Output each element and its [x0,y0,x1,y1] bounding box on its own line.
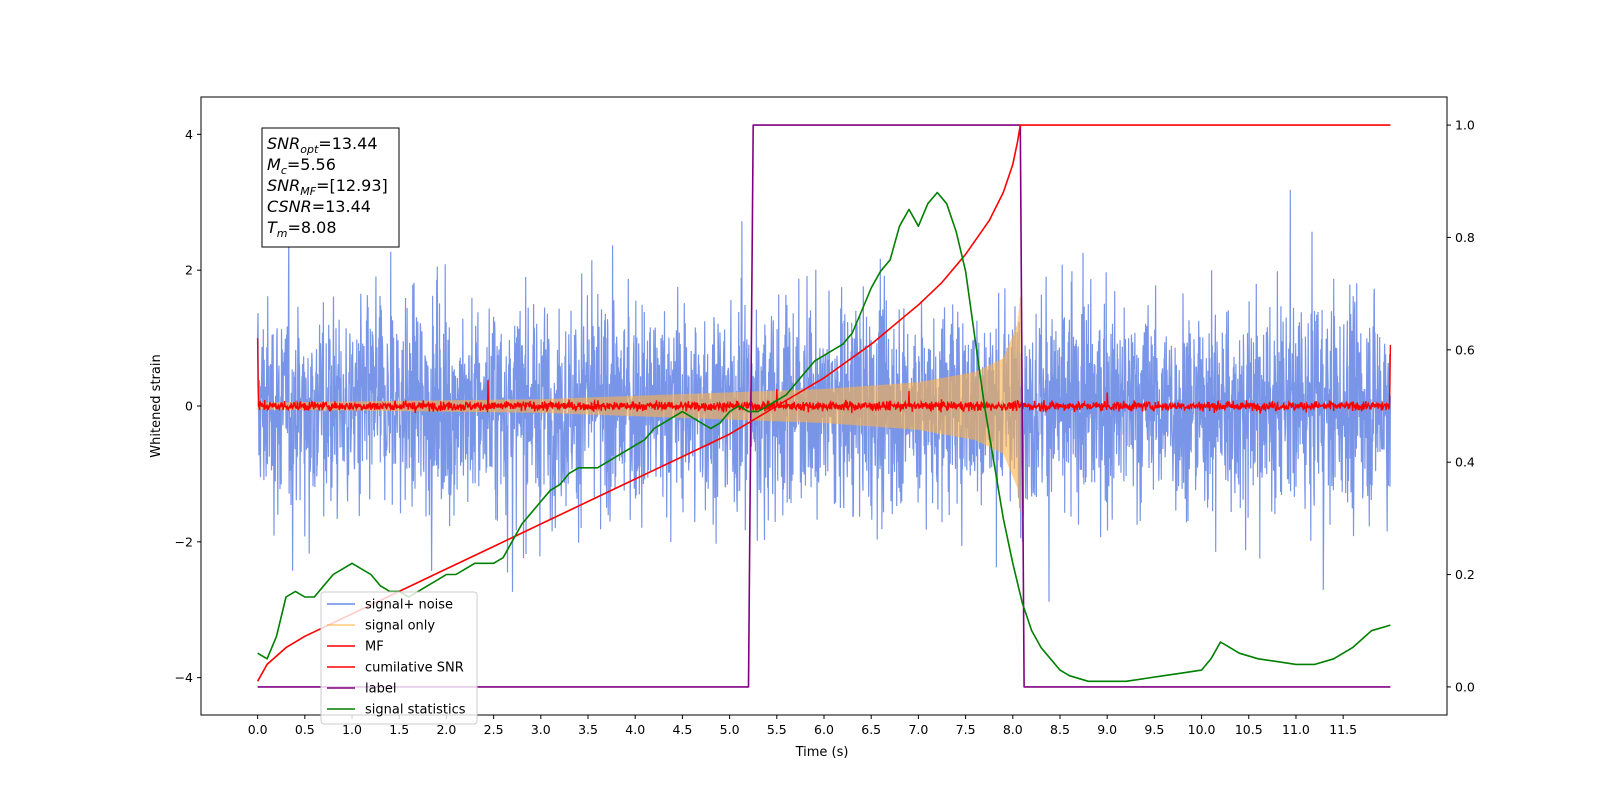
x-tick-label: 8.5 [1050,722,1070,737]
legend-frame [320,591,478,725]
x-tick-label: 9.0 [1097,722,1117,737]
annotation-line: Tm=8.08 [267,218,337,240]
legend-entry: signal statistics [365,703,466,718]
series-mf [256,338,1392,414]
legend-entry: signal+ noise [365,598,453,613]
y-left-tick-label: 4 [185,127,193,142]
y-axis-left: −4 −2 0 2 4 [175,127,201,685]
y-left-tick-label: 0 [185,399,193,414]
x-tick-label: 7.5 [956,722,976,737]
x-tick-label: 4.5 [672,722,692,737]
series-signal-only [257,297,1021,512]
y-left-tick-label: −4 [175,670,193,685]
legend: signal+ noise signal only MF cumilative SNR… [320,591,478,725]
annotation-line: CSNR=13.44 [267,197,371,216]
annotation-line: SNRopt=13.44 [267,134,378,156]
y-right-tick-label: 0.4 [1455,455,1475,470]
x-tick-label: 11.0 [1282,722,1310,737]
legend-entry: label [365,682,396,697]
y-right-tick-label: 0.2 [1455,567,1475,582]
x-tick-label: 3.5 [578,722,598,737]
y-right-tick-label: 0.8 [1455,230,1475,245]
x-tick-label: 1.0 [342,722,362,737]
y-left-tick-label: −2 [175,534,193,549]
y-left-tick-label: 2 [185,263,193,278]
x-tick-label: 4.0 [625,722,645,737]
x-tick-label: 6.0 [814,722,834,737]
x-tick-label: 8.0 [1003,722,1023,737]
x-tick-label: 6.5 [861,722,881,737]
x-tick-label: 7.0 [908,722,928,737]
annotation-line: Mc=5.56 [267,155,336,177]
x-tick-label: 5.0 [720,722,740,737]
y-right-tick-label: 1.0 [1455,118,1475,133]
legend-entry: MF [365,640,384,655]
x-tick-label: 5.5 [767,722,787,737]
x-axis: 0.0 0.5 1.0 1.5 2.0 2.5 3.0 3.5 4.0 4.5 5.0 5.5 6.0 6… [248,715,1357,737]
x-tick-label: 3.0 [531,722,551,737]
y-right-tick-label: 0.6 [1455,342,1475,357]
legend-entry: cumilative SNR [365,661,464,676]
x-tick-label: 0.0 [248,722,268,737]
plot-area [256,124,1392,688]
series-signal-noise [257,189,1392,602]
x-tick-label: 10.5 [1235,722,1263,737]
x-tick-label: 0.5 [295,722,315,737]
annotation-frame [261,127,400,248]
x-tick-label: 2.5 [484,722,504,737]
x-tick-label: 9.5 [1144,722,1164,737]
x-tick-label: 2.0 [436,722,456,737]
annotation-box: SNRopt=13.44Mc=5.56SNRMF=[12.93]CSNR=13.… [261,127,400,248]
x-tick-label: 11.5 [1329,722,1357,737]
series-label [257,124,1391,688]
x-axis-title: Time (s) [795,745,849,760]
y-right-tick-label: 0.0 [1455,679,1475,694]
x-tick-label: 1.5 [389,722,409,737]
annotation-line: SNRMF=[12.93] [267,176,388,198]
y-axis-right: 0.0 0.2 0.4 0.6 0.8 1.0 [1447,118,1475,694]
y-axis-title: Whitened strain [149,354,164,457]
x-tick-label: 10.0 [1188,722,1216,737]
legend-entry: signal only [365,619,435,634]
series-signal-statistics [257,191,1391,683]
